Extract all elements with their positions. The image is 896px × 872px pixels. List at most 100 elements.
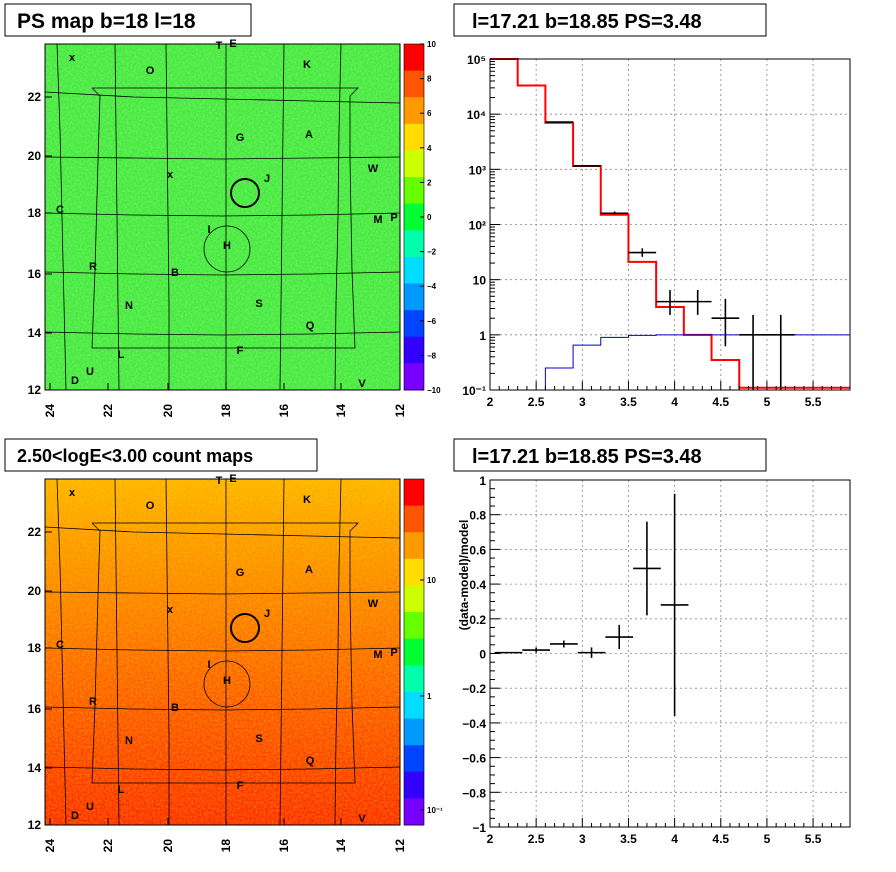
map-y-tick-label: 22: [28, 90, 42, 104]
spectrum-x-tick-label: 4.5: [712, 395, 729, 409]
map-grid-longitude-line: [165, 478, 170, 825]
source-label: W: [368, 598, 379, 610]
spectrum-model-step-series: [490, 58, 850, 389]
colorbar-cell: [404, 283, 424, 311]
map-y-tick-label: 16: [28, 267, 42, 281]
colorbar-label: 6: [427, 109, 432, 118]
map-y-tick-label: 18: [28, 206, 42, 220]
source-label: H: [223, 240, 231, 252]
map-y-tick-label: 14: [28, 761, 42, 775]
colorbar-label: −4: [427, 282, 437, 291]
source-label: P: [390, 212, 397, 224]
spectrum-y-tick-label: 10⁴: [467, 108, 486, 122]
colorbar-cell: [404, 310, 424, 338]
source-label: U: [86, 366, 94, 378]
spectrum-y-tick-label: 10²: [469, 219, 486, 233]
source-label: T: [216, 40, 223, 52]
source-label: R: [89, 696, 97, 708]
count-map-frame: [44, 478, 401, 826]
source-label: G: [236, 132, 245, 144]
source-label: S: [255, 733, 262, 745]
source-label: U: [86, 801, 94, 813]
source-label: O: [146, 500, 155, 512]
ps-map-title: PS map b=18 l=18: [17, 10, 196, 33]
residual-y-tick-label: −0.6: [462, 752, 486, 766]
map-grid-longitude-line: [56, 43, 67, 391]
source-label: L: [118, 784, 125, 796]
colorbar-label: 0: [427, 213, 432, 222]
map-x-tick-label: 22: [101, 404, 115, 418]
map-grid-latitude-line: [44, 591, 401, 595]
source-label: G: [236, 567, 245, 579]
residual-y-tick-label: −0.2: [462, 682, 486, 696]
source-label: B: [171, 702, 179, 714]
source-label: D: [71, 375, 79, 387]
source-label: V: [358, 813, 366, 825]
map-x-tick-label: 14: [334, 839, 348, 853]
source-label: L: [118, 349, 125, 361]
map-x-tick-label: 18: [219, 404, 233, 418]
map-x-tick-label: 20: [161, 404, 175, 418]
colorbar-cell: [404, 203, 424, 231]
map-region-outline: [91, 87, 359, 349]
source-label: A: [305, 129, 313, 141]
map-x-tick-label: 22: [101, 839, 115, 853]
colorbar-label: −10: [427, 386, 441, 395]
map-x-tick-label: 18: [219, 839, 233, 853]
source-label: S: [255, 298, 262, 310]
map-grid-latitude-line: [44, 212, 401, 217]
colorbar-cell: [404, 612, 424, 640]
source-label: M: [373, 649, 382, 661]
colorbar-cell: [404, 230, 424, 258]
map-grid-latitude-line: [44, 526, 401, 539]
source-marker: x: [167, 604, 174, 616]
count-source-circle: [203, 660, 251, 708]
map-grid-longitude-line: [279, 478, 285, 826]
spectrum-x-tick-label: 4: [671, 395, 678, 409]
source-label: K: [303, 494, 311, 506]
map-grid-longitude-line: [114, 43, 120, 391]
spectrum-y-tick-label: 10⁻¹: [462, 384, 486, 398]
residual-y-tick-label: −1: [472, 821, 486, 835]
map-y-tick-label: 16: [28, 702, 42, 716]
count-map-grid: [44, 478, 401, 826]
colorbar-label: 4: [427, 144, 432, 153]
map-region-outline: [91, 522, 359, 784]
residual-title: l=17.21 b=18.85 PS=3.48: [472, 446, 702, 468]
colorbar-cell: [404, 532, 424, 560]
colorbar-label: 1: [427, 692, 432, 701]
source-label: F: [237, 780, 244, 792]
source-label: K: [303, 59, 311, 71]
map-grid-latitude-line: [44, 331, 401, 336]
source-marker: x: [69, 52, 76, 64]
colorbar-cell: [404, 336, 424, 364]
source-label: W: [368, 163, 379, 175]
colorbar-cell: [404, 256, 424, 285]
colorbar-cell: [404, 44, 424, 72]
spectrum-x-tick-label: 3: [579, 395, 586, 409]
map-y-tick-label: 12: [28, 818, 42, 832]
source-label: O: [146, 65, 155, 77]
colorbar-label: −6: [427, 317, 437, 326]
spectrum-x-tick-label: 2.5: [528, 395, 545, 409]
residual-y-tick-label: −0.8: [462, 786, 486, 800]
map-x-tick-label: 24: [43, 839, 57, 853]
colorbar-cell: [404, 798, 424, 826]
spectrum-background-step-series: [544, 334, 850, 390]
source-label: B: [171, 267, 179, 279]
map-x-tick-label: 12: [393, 404, 407, 418]
source-label: C: [56, 204, 64, 216]
colorbar-cell: [404, 150, 424, 178]
map-x-tick-label: 12: [393, 839, 407, 853]
colorbar-cell: [404, 585, 424, 613]
source-label: J: [264, 608, 270, 620]
colorbar-frame: [403, 478, 425, 826]
residual-y-tick-label: 0.2: [469, 613, 486, 627]
spectrum-panel: l=17.21 b=18.85 PS=3.48 2 2.5 3 3.5 4 4.5 5 5.5…: [453, 3, 851, 409]
ps-map-frame: [44, 43, 401, 391]
map-grid-longitude-line: [334, 43, 342, 391]
residual-x-tick-label: 5: [764, 832, 771, 846]
colorbar-cell: [404, 363, 424, 391]
spectrum-title: l=17.21 b=18.85 PS=3.48: [472, 11, 702, 33]
